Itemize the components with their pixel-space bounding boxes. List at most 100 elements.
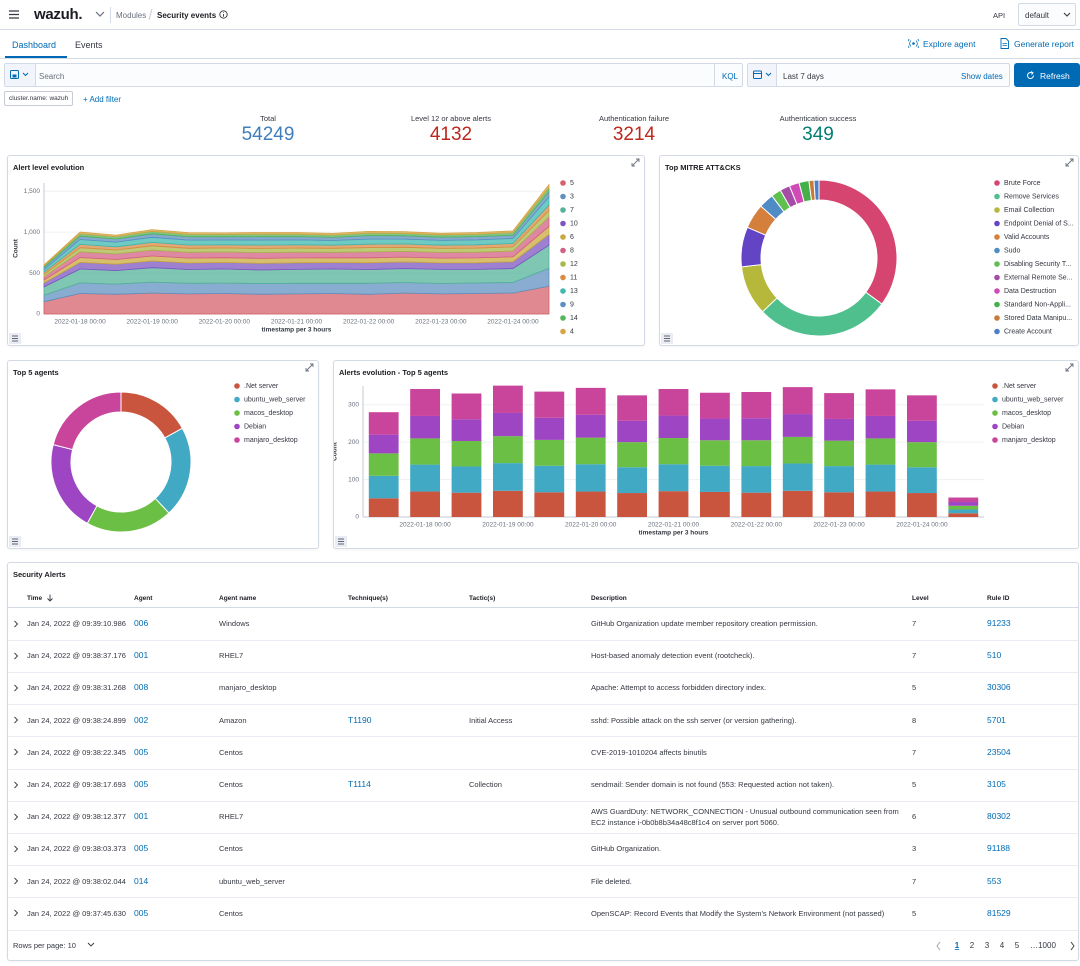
- bar-segment[interactable]: [451, 466, 482, 493]
- legend-label[interactable]: .Net server: [244, 383, 279, 390]
- legend-label[interactable]: ubuntu_web_server: [244, 396, 306, 403]
- bar-segment[interactable]: [617, 442, 648, 468]
- bar-segment[interactable]: [782, 414, 813, 437]
- expand-icon[interactable]: [1065, 158, 1074, 167]
- page-current[interactable]: 1: [955, 941, 960, 950]
- bar-segment[interactable]: [534, 391, 565, 418]
- legend-label[interactable]: 7: [570, 207, 574, 214]
- legend-label[interactable]: Stored Data Manipu...: [1004, 315, 1072, 322]
- expand-row[interactable]: [13, 813, 19, 821]
- bar-segment[interactable]: [699, 392, 730, 419]
- bar-segment[interactable]: [824, 393, 855, 419]
- bar-segment[interactable]: [658, 438, 689, 465]
- bar-segment[interactable]: [575, 491, 606, 517]
- page-link[interactable]: 2: [970, 941, 975, 950]
- tab-dashboard[interactable]: Dashboard: [12, 40, 57, 50]
- time-range[interactable]: Last 7 days: [783, 72, 824, 81]
- bar-segment[interactable]: [948, 502, 979, 506]
- legend-label[interactable]: Valid Accounts: [1004, 234, 1050, 241]
- column-header[interactable]: Technique(s): [348, 594, 388, 602]
- bar-segment[interactable]: [368, 434, 399, 454]
- cell-link[interactable]: 3105: [987, 779, 1006, 790]
- donut-slice[interactable]: [761, 291, 883, 337]
- search-bar[interactable]: [4, 63, 743, 87]
- cell-link[interactable]: 5701: [987, 714, 1006, 725]
- bar-segment[interactable]: [699, 465, 730, 492]
- bar-segment[interactable]: [617, 395, 648, 421]
- page-link[interactable]: …: [1030, 941, 1038, 950]
- cell-link[interactable]: 005: [134, 907, 149, 918]
- bar-segment[interactable]: [534, 465, 565, 493]
- bar-segment[interactable]: [906, 467, 937, 494]
- bar-segment[interactable]: [492, 385, 523, 413]
- cell-link[interactable]: 30306: [987, 682, 1011, 693]
- show-dates[interactable]: Show dates: [961, 72, 1003, 81]
- bar-segment[interactable]: [906, 442, 937, 468]
- info-icon[interactable]: [219, 10, 228, 19]
- cell-link[interactable]: 006: [134, 618, 149, 629]
- cell-link[interactable]: 510: [987, 650, 1002, 661]
- donut-slice[interactable]: [52, 391, 122, 451]
- donut-slice[interactable]: [50, 443, 98, 525]
- bar-segment[interactable]: [410, 464, 441, 492]
- generate-report[interactable]: Generate report: [1014, 39, 1075, 49]
- legend-label[interactable]: 8: [570, 247, 574, 254]
- prev-page[interactable]: [936, 941, 941, 951]
- bar-segment[interactable]: [368, 498, 399, 517]
- legend-label[interactable]: Email Collection: [1004, 207, 1054, 214]
- bar-segment[interactable]: [410, 415, 441, 439]
- bar-segment[interactable]: [906, 493, 937, 517]
- saved-query-button[interactable]: [5, 64, 36, 86]
- expand-row[interactable]: [13, 877, 19, 885]
- bar-segment[interactable]: [906, 395, 937, 421]
- cell-link[interactable]: 91188: [987, 843, 1011, 854]
- cell-link[interactable]: 005: [134, 843, 149, 854]
- bar-segment[interactable]: [782, 387, 813, 415]
- page-link[interactable]: 4: [1000, 941, 1005, 950]
- cell-link[interactable]: 81529: [987, 907, 1011, 918]
- filter-pill[interactable]: cluster.name: wazuh: [4, 91, 74, 106]
- legend-label[interactable]: 14: [570, 315, 578, 322]
- bar-segment[interactable]: [534, 492, 565, 517]
- legend-label[interactable]: Debian: [244, 423, 266, 430]
- legend-label[interactable]: 13: [570, 288, 578, 295]
- legend-label[interactable]: External Remote Se...: [1004, 274, 1073, 281]
- bar-segment[interactable]: [741, 391, 772, 419]
- legend-label[interactable]: Remove Services: [1004, 193, 1059, 200]
- legend-label[interactable]: Standard Non-Appli...: [1004, 301, 1071, 308]
- bar-segment[interactable]: [865, 389, 896, 416]
- column-header[interactable]: Tactic(s): [469, 594, 496, 602]
- expand-row[interactable]: [13, 652, 19, 660]
- date-picker[interactable]: [747, 63, 1010, 87]
- cell-link[interactable]: T1190: [348, 714, 372, 725]
- refresh-button[interactable]: [1014, 63, 1080, 87]
- column-header[interactable]: Agent: [134, 594, 153, 602]
- donut-slice[interactable]: [154, 427, 192, 514]
- bar-segment[interactable]: [699, 491, 730, 517]
- bar-segment[interactable]: [782, 463, 813, 491]
- bar-segment[interactable]: [575, 387, 606, 415]
- bar-segment[interactable]: [948, 505, 979, 510]
- cell-link[interactable]: 005: [134, 779, 149, 790]
- bar-segment[interactable]: [865, 491, 896, 517]
- bar-segment[interactable]: [824, 492, 855, 517]
- logo-chevron[interactable]: [95, 11, 105, 18]
- bar-segment[interactable]: [658, 464, 689, 492]
- bar-segment[interactable]: [368, 475, 399, 499]
- donut-slice[interactable]: [818, 179, 898, 305]
- bar-segment[interactable]: [492, 436, 523, 464]
- bar-segment[interactable]: [824, 418, 855, 441]
- bar-segment[interactable]: [906, 420, 937, 443]
- bar-segment[interactable]: [492, 490, 523, 517]
- bar-segment[interactable]: [782, 436, 813, 464]
- bar-segment[interactable]: [534, 417, 565, 440]
- legend-label[interactable]: Create Account: [1004, 328, 1052, 335]
- rows-per-page[interactable]: Rows per page: 10: [13, 940, 76, 950]
- logo[interactable]: wazuh.: [34, 6, 83, 23]
- legend-label[interactable]: Endpoint Denial of S...: [1004, 220, 1074, 227]
- bar-segment[interactable]: [658, 415, 689, 439]
- bar-segment[interactable]: [658, 388, 689, 416]
- legend-label[interactable]: manjaro_desktop: [244, 437, 298, 444]
- column-header[interactable]: Rule ID: [987, 594, 1010, 602]
- expand-icon[interactable]: [305, 363, 314, 372]
